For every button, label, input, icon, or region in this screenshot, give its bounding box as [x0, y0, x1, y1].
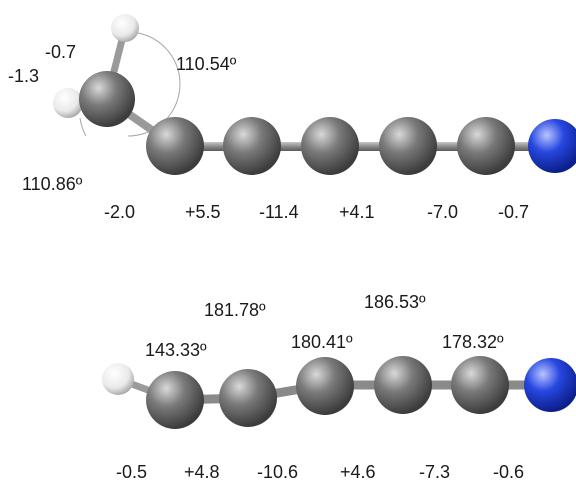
top-atom-value: -0.7 — [498, 202, 529, 222]
bottom-c-atom — [146, 371, 204, 429]
top-hydrogen-value: -0.7 — [45, 42, 76, 62]
bottom-angle-label: 180.41º — [291, 332, 353, 352]
top-c-atom — [79, 71, 135, 127]
bottom-angle-label: 143.33º — [145, 340, 207, 360]
top-atom-value: +4.1 — [339, 202, 375, 222]
top-c-atom — [301, 117, 359, 175]
top-molecule: 110.54º 110.86º -0.7 -1.3 -2.0 +5.5 -11.… — [8, 14, 576, 222]
bottom-h-atom — [102, 363, 134, 395]
top-n-atom — [528, 119, 576, 173]
bottom-c-atom — [219, 369, 277, 427]
bottom-atom-value: -10.6 — [257, 462, 298, 482]
top-atom-value: +5.5 — [185, 202, 221, 222]
bottom-angle-label: 178.32º — [442, 332, 504, 352]
top-c-atom — [457, 117, 515, 175]
top-atom-value: -7.0 — [427, 202, 458, 222]
top-atom-value: -2.0 — [104, 202, 135, 222]
top-c-atom — [146, 117, 204, 175]
top-c-atom — [379, 117, 437, 175]
bottom-labels: 143.33º 181.78º 180.41º 186.53º 178.32º … — [116, 292, 524, 482]
top-atoms — [53, 14, 576, 175]
bottom-atom-value: -0.5 — [116, 462, 147, 482]
bottom-atom-value: +4.6 — [340, 462, 376, 482]
top-c-atom — [223, 117, 281, 175]
top-h-atom — [53, 88, 83, 118]
bottom-molecule: 143.33º 181.78º 180.41º 186.53º 178.32º … — [102, 292, 576, 482]
top-h-atom — [111, 14, 139, 42]
top-hydrogen-value: -1.3 — [8, 66, 39, 86]
bottom-c-atom — [296, 357, 354, 415]
bottom-atom-value: -7.3 — [419, 462, 450, 482]
bottom-atom-value: +4.8 — [184, 462, 220, 482]
bottom-atom-value: -0.6 — [493, 462, 524, 482]
top-labels: 110.54º 110.86º -0.7 -1.3 -2.0 +5.5 -11.… — [8, 42, 529, 222]
bottom-c-atom — [451, 356, 509, 414]
top-angle-label: 110.86º — [22, 174, 83, 194]
bottom-c-atom — [374, 356, 432, 414]
bottom-atoms — [102, 356, 576, 429]
top-atom-value: -11.4 — [259, 202, 299, 222]
bottom-angle-label: 181.78º — [204, 300, 266, 320]
bottom-angle-label: 186.53º — [364, 292, 426, 312]
top-angle-label: 110.54º — [176, 54, 237, 74]
bottom-n-atom — [524, 358, 576, 412]
